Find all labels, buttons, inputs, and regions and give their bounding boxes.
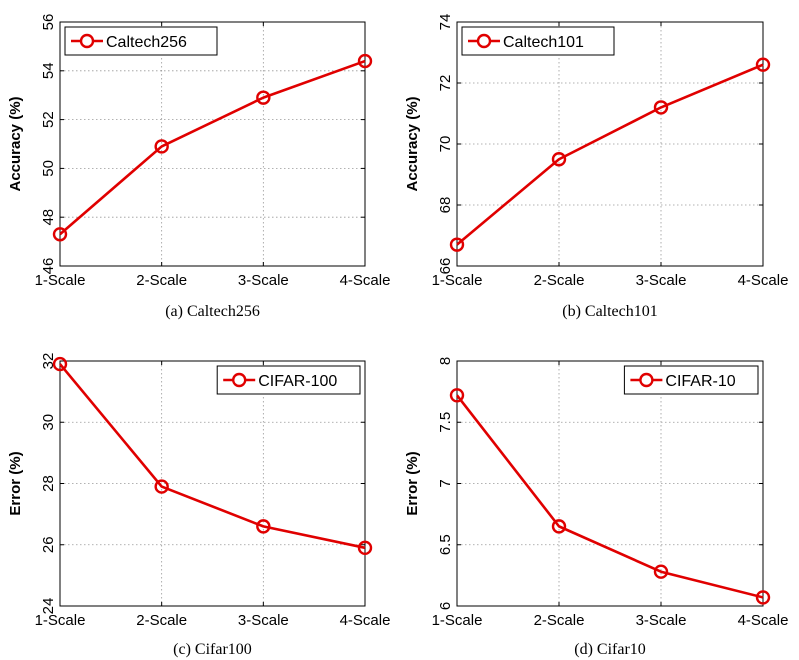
- legend-marker: [231, 372, 247, 388]
- y-tick-label: 46: [40, 258, 57, 275]
- data-point: [755, 57, 771, 72]
- chart-panel-3: 24 26 28 30 32 1-Scale 2-Scale 3-Scale 4-Scale Er…: [7, 353, 390, 658]
- y-tick-label: 7: [437, 479, 454, 487]
- x-tick-label: 2-Scale: [136, 612, 187, 629]
- legend-marker: [639, 372, 654, 388]
- y-tick-label: 52: [40, 111, 57, 128]
- y-axis-title: Error (%): [404, 451, 421, 515]
- x-tick-label: 1-Scale: [432, 272, 483, 289]
- y-tick-label: 30: [40, 414, 57, 431]
- y-tick-label: 28: [40, 475, 57, 492]
- y-tick-label: 70: [437, 136, 454, 153]
- y-tick-label: 6.5: [437, 534, 454, 555]
- panel-caption: (a) Caltech256: [165, 303, 260, 320]
- data-point: [52, 227, 68, 242]
- y-axis-title: Error (%): [7, 451, 24, 515]
- chart-panel-4: 6 6.5 7 7.5 8 1-Scale 2-Scale 3-Scale 4-Scale Err…: [404, 357, 788, 658]
- y-tick-label: 26: [40, 536, 57, 553]
- legend-marker: [79, 33, 95, 49]
- legend-label: CIFAR-10: [665, 373, 735, 390]
- y-tick-label: 6: [437, 602, 454, 610]
- x-tick-label: 1-Scale: [35, 612, 86, 629]
- x-tick-label: 4-Scale: [340, 612, 391, 629]
- data-point: [357, 53, 373, 69]
- x-tick-label: 1-Scale: [432, 612, 483, 629]
- legend-label: Caltech256: [106, 34, 187, 51]
- series-line: [58, 363, 366, 550]
- data-point: [154, 479, 169, 494]
- x-tick-label: 4-Scale: [738, 612, 789, 629]
- y-tick-label: 24: [40, 598, 57, 615]
- legend: Caltech101: [461, 26, 615, 56]
- panel-caption: (b) Caltech101: [562, 303, 658, 320]
- x-tick-label: 2-Scale: [534, 272, 585, 289]
- y-tick-label: 48: [40, 209, 57, 226]
- legend-marker: [476, 33, 492, 49]
- legend: Caltech256: [64, 26, 218, 56]
- data-point: [449, 388, 465, 403]
- data-point: [256, 90, 271, 105]
- chart-panel-1: 46 48 50 52 54 56 1-Scale 2-Scale 3-Scale 4-Scale…: [7, 14, 390, 320]
- y-tick-label: 68: [437, 197, 454, 214]
- x-tick-label: 1-Scale: [35, 272, 86, 289]
- data-point: [52, 356, 68, 372]
- x-tick-label: 2-Scale: [136, 272, 187, 289]
- y-tick-label: 56: [40, 14, 57, 31]
- y-tick-label: 72: [437, 75, 454, 92]
- y-tick-label: 7.5: [437, 412, 454, 433]
- y-axis-title: Accuracy (%): [7, 96, 24, 191]
- data-point: [551, 152, 567, 167]
- x-tick-label: 3-Scale: [636, 272, 687, 289]
- data-point: [357, 540, 373, 556]
- legend: CIFAR-10: [623, 365, 759, 395]
- x-tick-label: 4-Scale: [738, 272, 789, 289]
- data-point: [154, 139, 169, 154]
- y-tick-label: 32: [40, 353, 57, 370]
- legend-label: CIFAR-100: [258, 373, 337, 390]
- plot-frame: [59, 21, 366, 267]
- data-point: [256, 519, 271, 534]
- y-tick-label: 74: [437, 14, 454, 31]
- x-tick-label: 2-Scale: [534, 612, 585, 629]
- data-point: [755, 590, 771, 605]
- series-line: [456, 63, 764, 246]
- data-point: [551, 519, 567, 534]
- y-tick-label: 66: [437, 258, 454, 275]
- x-tick-label: 4-Scale: [340, 272, 391, 289]
- legend-label: Caltech101: [503, 34, 584, 51]
- y-tick-label: 54: [40, 62, 57, 79]
- y-axis-title: Accuracy (%): [404, 96, 421, 191]
- panel-caption: (c) Cifar100: [173, 641, 252, 658]
- legend: CIFAR-100: [216, 365, 361, 395]
- data-point: [653, 564, 669, 579]
- y-tick-label: 8: [437, 357, 454, 365]
- series-line: [455, 394, 764, 599]
- data-point: [449, 237, 465, 252]
- y-tick-label: 50: [40, 160, 57, 177]
- data-point: [653, 100, 669, 115]
- x-tick-label: 3-Scale: [238, 272, 289, 289]
- x-tick-label: 3-Scale: [636, 612, 687, 629]
- panel-caption: (d) Cifar10: [574, 641, 646, 658]
- x-tick-label: 3-Scale: [238, 612, 289, 629]
- chart-panel-2: 66 68 70 72 74 1-Scale 2-Scale 3-Scale 4-Scale Ac…: [404, 14, 788, 320]
- series-line: [59, 59, 366, 236]
